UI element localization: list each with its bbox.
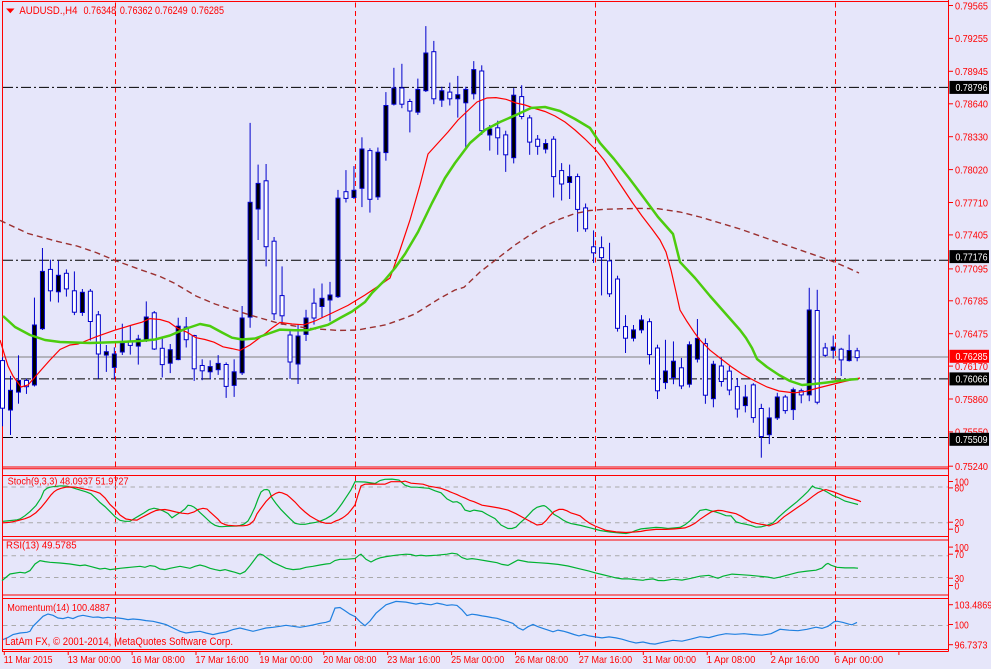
svg-text:100: 100 [955, 476, 969, 488]
svg-text:0.77710: 0.77710 [955, 197, 988, 209]
svg-text:20 Mar 08:00: 20 Mar 08:00 [323, 654, 376, 666]
svg-text:0.76066: 0.76066 [956, 374, 988, 386]
svg-text:0.75860: 0.75860 [955, 394, 988, 406]
svg-text:0.77405: 0.77405 [955, 230, 988, 242]
svg-text:0.76362: 0.76362 [120, 5, 153, 17]
svg-text:25 Mar 00:00: 25 Mar 00:00 [451, 654, 504, 666]
svg-text:31 Mar 00:00: 31 Mar 00:00 [643, 654, 696, 666]
svg-text:20: 20 [955, 517, 965, 529]
svg-text:0.76475: 0.76475 [955, 329, 988, 341]
svg-text:0: 0 [955, 524, 960, 536]
svg-text:17 Mar 16:00: 17 Mar 16:00 [196, 654, 249, 666]
svg-text:0.79255: 0.79255 [955, 33, 988, 45]
svg-text:0.76170: 0.76170 [955, 361, 988, 373]
svg-text:27 Mar 16:00: 27 Mar 16:00 [579, 654, 632, 666]
svg-text:0.75509: 0.75509 [956, 434, 988, 446]
svg-text:0.78796: 0.78796 [956, 82, 988, 94]
svg-text:103.4869: 103.4869 [955, 600, 991, 612]
svg-text:11 Mar 2015: 11 Mar 2015 [4, 654, 53, 666]
svg-text:26 Mar 08:00: 26 Mar 08:00 [515, 654, 568, 666]
svg-text:0.77095: 0.77095 [955, 264, 988, 276]
svg-text:0.76285: 0.76285 [956, 351, 988, 363]
svg-text:0.76249: 0.76249 [155, 5, 188, 17]
svg-text:0.76348: 0.76348 [84, 5, 117, 17]
svg-text:0.77176: 0.77176 [956, 251, 988, 263]
svg-text:100: 100 [955, 542, 969, 554]
svg-text:19 Mar 00:00: 19 Mar 00:00 [259, 654, 312, 666]
svg-text:1 Apr 08:00: 1 Apr 08:00 [707, 654, 756, 666]
svg-text:16 Mar 08:00: 16 Mar 08:00 [132, 654, 185, 666]
svg-text:RSI(13) 49.5785: RSI(13) 49.5785 [6, 540, 77, 552]
svg-text:LatAm FX, © 2001-2014, MetaQuo: LatAm FX, © 2001-2014, MetaQuotes Softwa… [5, 636, 233, 648]
svg-text:0.78330: 0.78330 [955, 132, 988, 144]
svg-text:0.79565: 0.79565 [955, 0, 988, 12]
svg-text:0.78945: 0.78945 [955, 66, 988, 78]
svg-text:Stoch(9,3,3) 48.0937 51.9727: Stoch(9,3,3) 48.0937 51.9727 [8, 476, 129, 488]
svg-text:Momentum(14) 100.4887: Momentum(14) 100.4887 [7, 602, 110, 614]
svg-text:30: 30 [955, 573, 965, 585]
svg-text:6 Apr 00:00: 6 Apr 00:00 [835, 654, 884, 666]
svg-text:0.78640: 0.78640 [955, 99, 988, 111]
svg-text:23 Mar 16:00: 23 Mar 16:00 [387, 654, 440, 666]
svg-text:AUDUSD.,H4: AUDUSD.,H4 [19, 5, 77, 17]
svg-text:2 Apr 16:00: 2 Apr 16:00 [771, 654, 820, 666]
svg-text:13 Mar 00:00: 13 Mar 00:00 [68, 654, 121, 666]
svg-text:0.78020: 0.78020 [955, 164, 988, 176]
svg-text:100: 100 [955, 619, 969, 631]
svg-text:96.7373: 96.7373 [955, 640, 988, 652]
svg-text:70: 70 [955, 549, 965, 561]
svg-text:80: 80 [955, 483, 965, 495]
svg-text:0.76785: 0.76785 [955, 296, 988, 308]
svg-text:0: 0 [955, 580, 960, 592]
svg-text:0.75240: 0.75240 [955, 461, 988, 473]
svg-text:0.76285: 0.76285 [191, 5, 224, 17]
